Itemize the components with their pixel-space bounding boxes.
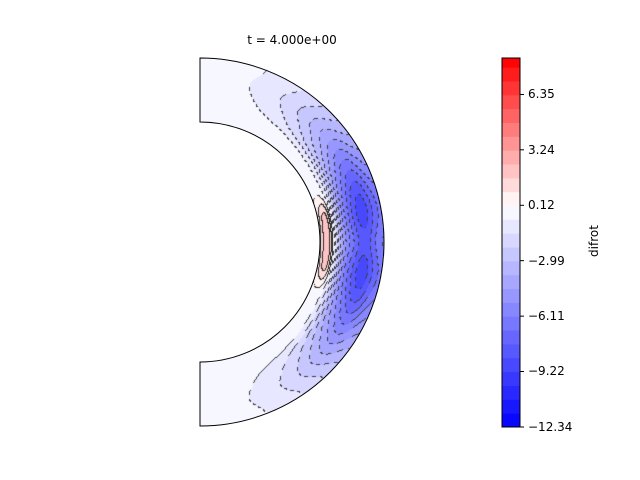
colorbar-band [502, 205, 520, 220]
colorbar-tick-label: 6.35 [528, 87, 555, 102]
colorbar-band [502, 177, 520, 193]
colorbar-tick-label: −6.11 [528, 309, 565, 324]
colorbar-tick-label: −2.99 [528, 253, 565, 268]
colorbar-band [502, 413, 520, 428]
colorbar-tick-label: −12.34 [528, 420, 573, 434]
colorbar-tick-label: −9.22 [528, 364, 565, 379]
colorbar-band [502, 302, 520, 317]
colorbar-band [502, 219, 520, 234]
colorbar-band [502, 330, 520, 345]
colorbar-band [502, 191, 520, 207]
plot-title: t = 4.000e+00 [247, 33, 337, 47]
colorbar-frame [501, 57, 521, 428]
colorbar-band [502, 260, 520, 276]
colorbar-band [502, 136, 520, 151]
colorbar-band [502, 357, 520, 373]
colorbar-label: difrot [587, 225, 601, 257]
colorbar-band [502, 122, 520, 137]
colorbar-band [502, 150, 520, 165]
colorbar-band [502, 316, 520, 331]
colorbar-band [502, 58, 520, 68]
annulus-outline [199, 57, 385, 427]
colorbar-band [502, 80, 520, 96]
colorbar-band [502, 385, 520, 400]
colorbar [502, 58, 520, 428]
colorbar-band [502, 288, 520, 303]
colorbar-band [502, 67, 520, 82]
colorbar-band [502, 108, 520, 123]
colorbar-band [502, 371, 520, 386]
colorbar-band [502, 343, 520, 359]
colorbar-band [502, 233, 520, 248]
colorbar-band [502, 94, 520, 110]
colorbar-band [502, 164, 520, 179]
colorbar-tick-label: 0.12 [528, 198, 555, 213]
colorbar-band [502, 247, 520, 262]
colorbar-band [502, 274, 520, 290]
colorbar-tick-label: 3.24 [528, 142, 555, 157]
colorbar-ticks [520, 93, 524, 428]
colorbar-band [502, 399, 520, 414]
